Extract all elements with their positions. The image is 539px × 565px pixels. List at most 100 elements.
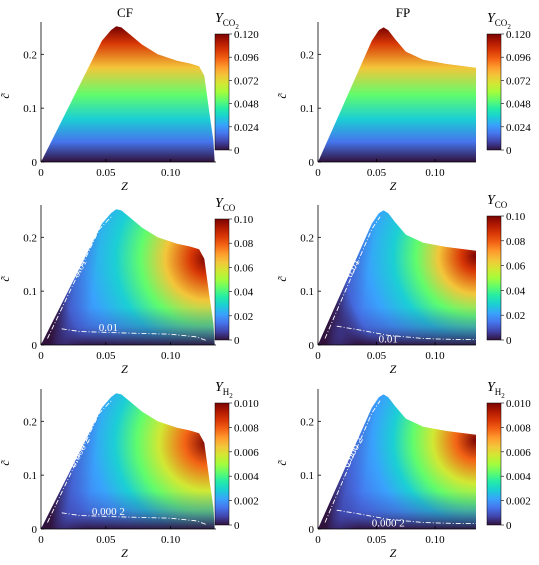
colorbar-tick-label: 0.04 [506,285,526,297]
colorbar-tick-label: 0.006 [234,447,259,459]
x-axis-label: Z [121,362,128,376]
colorbar-tick-label: 0.024 [506,122,531,134]
x-tick-label: 0.10 [425,350,445,362]
colorbar-bar [486,33,502,151]
contour-label-bottom: 0.000 2 [372,517,405,529]
field-edge-cf-h2 [41,393,215,529]
field-edge-cf-co [41,209,215,345]
colorbar-tick-label: 0 [234,335,240,347]
y-axis-label: c̃ [0,92,12,98]
panel-fp-h2: 0.000 20.000 20 0.05 0.1000.10.2Zc̃0.0100.… [275,380,531,560]
column-title-fp: FP [396,5,410,20]
colorbar-tick-label: 0.08 [234,238,254,250]
colorbar-tick-label: 0.120 [506,29,531,41]
colorbar-label: YCO [487,193,508,210]
y-tick-label: 0 [32,157,38,169]
y-tick-label: 0.1 [300,286,314,298]
colorbar-tick-label: 0.072 [506,75,531,87]
contour-label-bottom: 0.000 2 [92,506,125,518]
y-tick-label: 0.1 [300,470,314,482]
colorbar-tick-label: 0 [234,520,240,532]
x-tick-label: 0 [38,167,44,179]
x-tick-label: 0 [38,350,44,362]
x-tick-label: 0 [315,350,321,362]
x-axis-label: Z [390,179,397,193]
x-tick-label: 0 [38,534,44,546]
colorbar-tick-label: 0.02 [234,311,253,323]
y-tick-label: 0 [309,157,315,169]
x-tick-label: 0 [315,167,321,179]
colorbar-tick-label: 0.004 [506,471,531,483]
colorbar-tick-label: 0.002 [234,496,259,508]
y-tick-label: 0.2 [23,49,37,61]
x-tick-label: 0.10 [161,534,181,546]
y-tick-label: 0.1 [23,470,37,482]
y-tick-label: 0.2 [23,232,37,244]
x-axis-label: Z [121,546,128,560]
colorbar-tick-label: 0.048 [234,99,259,111]
colorbar-bar [214,402,230,526]
colorbar-tick-label: 0 [234,145,240,157]
colorbar-tick-label: 0.096 [506,52,531,64]
colorbar-tick-label: 0.024 [234,122,259,134]
column-title-cf: CF [117,5,133,20]
y-tick-label: 0.1 [23,286,37,298]
field-cf-co2 [41,26,215,162]
contour-bottom-fp-h2 [336,509,476,525]
panel-fp-co2: 0 0.05 0.1000.10.2Zc̃0.1200.0960.0720.0480… [275,11,531,193]
y-tick-label: 0.2 [300,416,314,428]
contour-label-bottom: 0.01 [379,333,398,345]
contour-label-bottom: 0.01 [99,322,118,334]
colorbar-tick-label: 0.010 [234,398,259,410]
x-tick-label: 0.05 [367,350,387,362]
colorbar-bar [486,402,502,526]
colorbar-tick-label: 0.06 [506,261,526,273]
y-tick-label: 0.2 [300,232,314,244]
panel-cf-co2: 00.050.1000.10.2Zc̃0.1200.0960.0720.0480… [0,11,259,193]
colorbar-bar [486,215,502,341]
y-tick-label: 0.2 [23,416,37,428]
panels: 00.050.1000.10.2Zc̃0.1200.0960.0720.0480… [0,11,531,560]
x-tick-label: 0.05 [96,167,116,179]
colorbar-cf-h2: 0.010 0.008 0.006 0.004 0.002 0 YH2 [214,380,259,532]
y-tick-label: 0.2 [300,49,314,61]
panel-cf-co: 0.010.0100.050.1000.10.2Zc̃0.100.080.060… [0,196,254,376]
y-tick-label: 0 [309,340,315,352]
contour-diagonal-cf-co [47,215,113,339]
colorbar-label: YH2 [487,380,505,400]
colorbar-tick-label: 0.004 [234,471,259,483]
x-tick-label: 0 [315,534,321,546]
contour-bottom-cf-co [61,328,208,342]
colorbar-tick-label: 0.10 [234,214,254,226]
contour-bottom-fp-co [336,325,476,341]
y-axis-label: c̃ [275,92,289,98]
colorbar-tick-label: 0 [506,335,512,347]
x-tick-label: 0.05 [367,167,387,179]
panel-cf-h2: 0.000 20.000 200.050.1000.10.2Zc̃0.0100.… [0,380,259,560]
x-axis-label: Z [390,546,397,560]
x-tick-label: 0.05 [96,350,116,362]
colorbar-tick-label: 0.008 [506,422,531,434]
panel-fp-co: 0.010.010 0.05 0.1000.10.2Zc̃0.100.080.060… [275,193,526,376]
y-tick-label: 0 [32,340,38,352]
colorbar-label: YCO [215,196,236,213]
colorbar-tick-label: 0.010 [506,398,531,410]
colorbar-cf-co: 0.10 0.08 0.06 0.04 0.02 0 YCO [214,196,254,347]
x-tick-label: 0.10 [161,350,181,362]
colorbar-fp-h2: 0.010 0.008 0.006 0.004 0.002 0 YH2 [486,380,531,532]
x-tick-label: 0.10 [425,167,445,179]
colorbar-tick-label: 0.008 [234,422,259,434]
colorbar-tick-label: 0.096 [234,52,259,64]
x-tick-label: 0.10 [161,167,181,179]
colorbar-tick-label: 0 [506,145,512,157]
x-tick-label: 0.05 [367,534,387,546]
colorbar-tick-label: 0.10 [506,211,526,223]
y-tick-label: 0 [32,524,38,536]
y-tick-label: 0.1 [23,103,37,115]
colorbar-label: YH2 [215,380,233,400]
colorbar-tick-label: 0.072 [234,75,259,87]
y-tick-label: 0 [309,524,315,536]
colorbar-cf-co2: 0.120 0.096 0.072 0.048 0.024 0 YCO2 [214,11,259,157]
colorbar-tick-label: 0 [506,520,512,532]
